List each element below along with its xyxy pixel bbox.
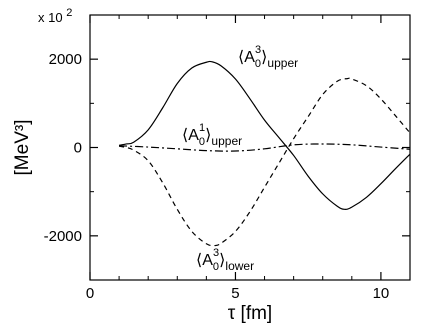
series-label-subscript: upper xyxy=(267,56,298,70)
x-tick-label: 0 xyxy=(86,285,94,302)
series-label-base: ⟨A xyxy=(238,49,255,66)
series-label-subscript: upper xyxy=(211,134,242,148)
x-tick-label: 10 xyxy=(373,285,390,302)
series-label-sub: 0 xyxy=(199,136,205,148)
y-tick-label: -2000 xyxy=(44,228,82,245)
series-label-2: ⟨A0 3⟩lower xyxy=(196,247,254,273)
y-tick-label: 2000 xyxy=(49,51,82,68)
series-label-sup: 3 xyxy=(213,247,219,259)
y-tick-label: 0 xyxy=(74,140,82,157)
y-scale-exponent: 2 xyxy=(66,7,72,19)
series-line-0 xyxy=(118,60,410,210)
series-label-close: ⟩ xyxy=(261,49,267,66)
series-label-sub: 0 xyxy=(255,58,261,70)
series-label-sub: 0 xyxy=(213,261,219,273)
series-label-sup: 1 xyxy=(199,122,205,134)
series-label-base: ⟨A xyxy=(196,252,213,269)
x-tick-label: 5 xyxy=(231,285,239,302)
series-label-base: ⟨A xyxy=(182,127,199,144)
series-line-1 xyxy=(119,143,410,152)
series-label-0: ⟨A0 3⟩upper xyxy=(238,44,298,70)
series-line-2 xyxy=(118,77,410,247)
series-layer xyxy=(118,60,410,247)
series-label-sup: 3 xyxy=(255,44,261,56)
y-scale-factor: x 10 2 xyxy=(38,7,72,25)
x-axis-label: τ [fm] xyxy=(228,303,272,324)
series-label-close: ⟩ xyxy=(205,127,211,144)
series-label-close: ⟩ xyxy=(219,252,225,269)
annotations: ⟨A03⟩upper⟨A01⟩upper⟨A03⟩lower xyxy=(182,44,298,273)
y-axis-label: [MeV³] xyxy=(12,120,33,176)
series-label-subscript: lower xyxy=(225,259,254,273)
series-label-1: ⟨A0 1⟩upper xyxy=(182,122,242,148)
